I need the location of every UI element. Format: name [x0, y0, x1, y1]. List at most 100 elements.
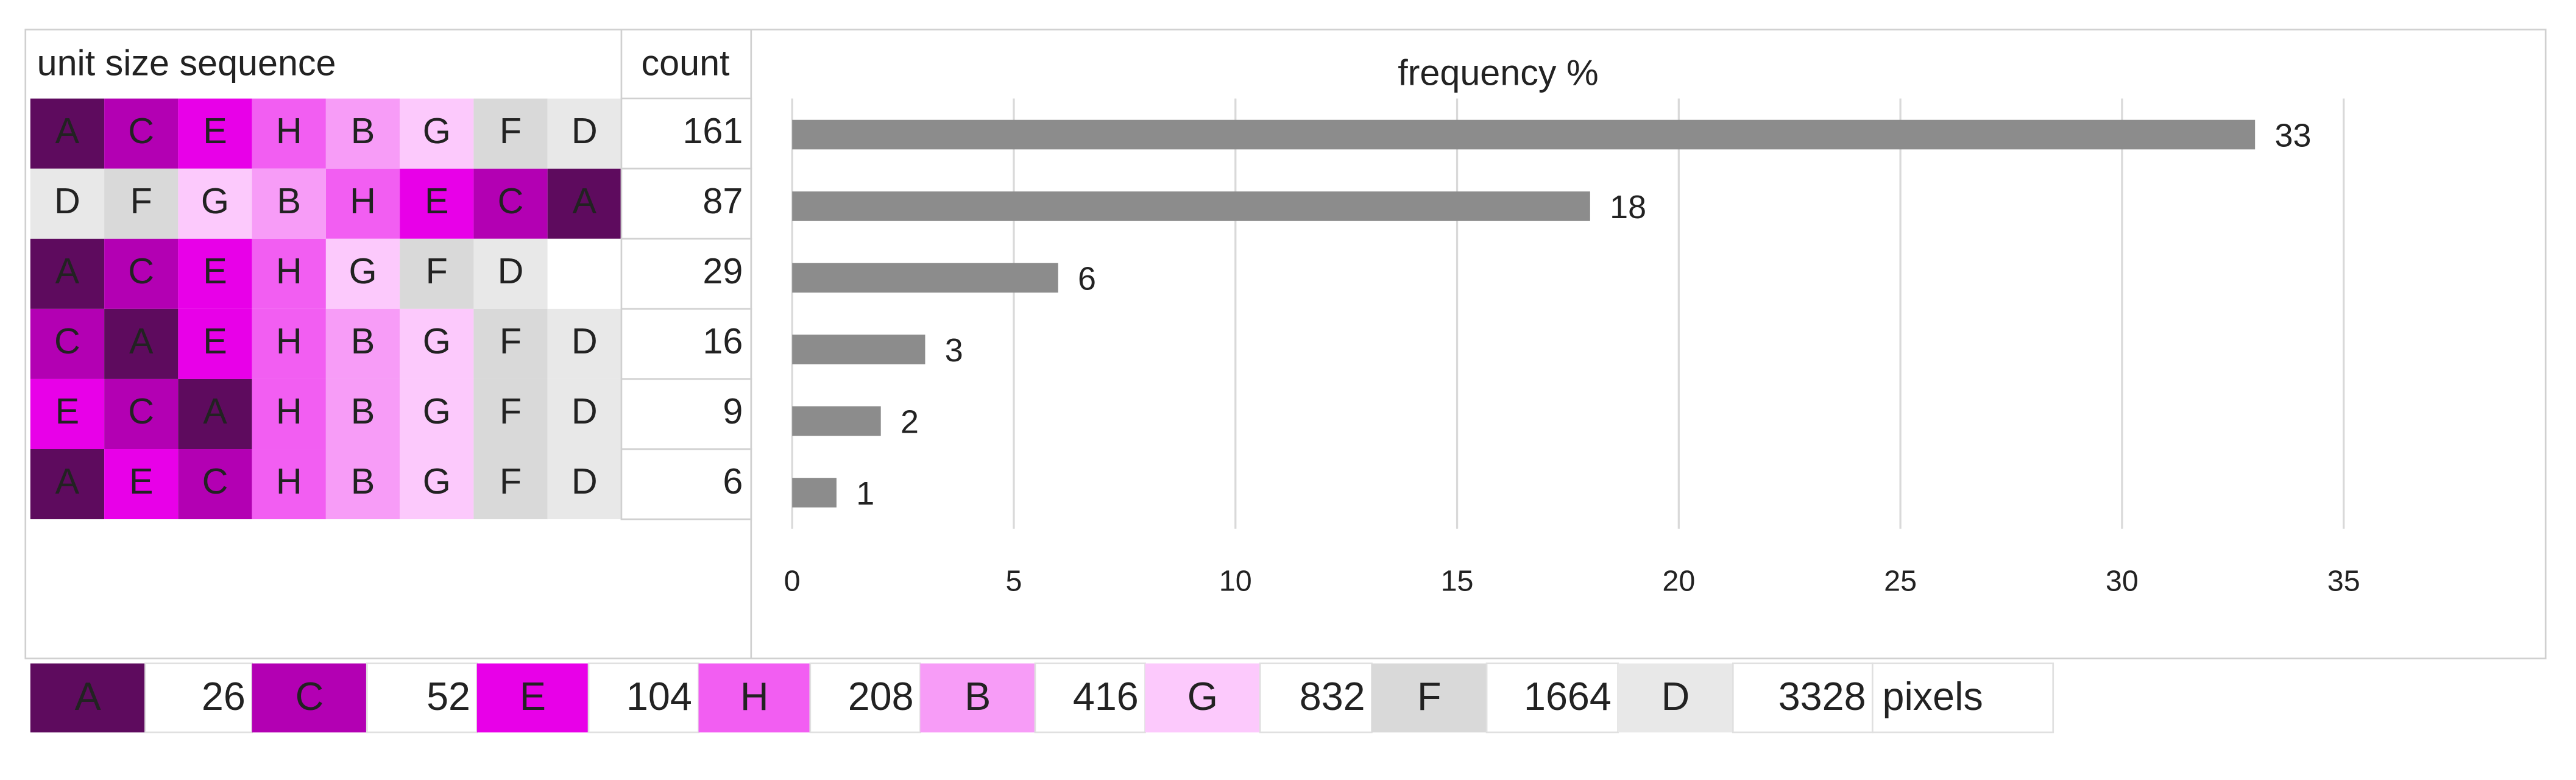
count-cell: [620, 168, 752, 240]
sequence-letter: C: [202, 461, 228, 502]
x-tick-label: 25: [1884, 564, 1917, 597]
sequence-cell: [104, 238, 179, 309]
sequence-letter: H: [350, 180, 376, 221]
legend-size-cell: [1732, 662, 1874, 734]
sequence-cell: [252, 238, 326, 309]
value-label: 33: [2275, 118, 2312, 154]
count: 9: [723, 391, 743, 431]
legend-size-cell: [366, 662, 478, 734]
header-label: unit size sequence: [37, 42, 336, 83]
sequence-letter: F: [426, 250, 448, 291]
sequence-letter: G: [423, 321, 451, 361]
legend-swatch: [252, 663, 367, 732]
sequence-cell: [547, 98, 621, 169]
legend-size: 26: [202, 674, 246, 718]
sequence-letter: E: [55, 391, 80, 431]
legend-size: 416: [1073, 674, 1139, 718]
legend-swatch: [1145, 663, 1261, 732]
value-label: 3: [945, 332, 963, 369]
sequence-letter: A: [55, 110, 80, 151]
count: 161: [682, 110, 743, 151]
sequence-cell: [104, 449, 179, 520]
value-label: 6: [1078, 261, 1096, 297]
sequence-cell: [547, 308, 621, 379]
sequence-letter: C: [128, 391, 154, 431]
count-cell: [620, 238, 752, 310]
sequence-letter: D: [571, 391, 598, 431]
legend-swatch: [1618, 663, 1733, 732]
legend-unit-cell: [1871, 662, 2054, 734]
sequence-letter: A: [55, 250, 80, 291]
sequence-letter: H: [276, 110, 302, 151]
sequence-letter: G: [201, 180, 229, 221]
sequence-cell: [178, 378, 252, 450]
sequence-cell: [473, 378, 548, 450]
sequence-cell: [473, 308, 548, 379]
sequence-letter: B: [351, 391, 375, 431]
legend-unit: D: [1661, 674, 1690, 718]
sequence-cell: [30, 98, 105, 169]
sequence-cell: [252, 98, 326, 169]
sequence-cell: [252, 308, 326, 379]
bar: [792, 119, 2256, 150]
legend-unit: C: [295, 674, 324, 718]
bar: [792, 263, 1058, 293]
sequence-letter: B: [351, 110, 375, 151]
legend-unit: E: [520, 674, 546, 718]
x-tick-label: 20: [1662, 564, 1695, 597]
sequence-letter: G: [349, 250, 377, 291]
legend-unit: H: [740, 674, 769, 718]
sequence-letter: B: [351, 461, 375, 502]
legend-size: 208: [848, 674, 914, 718]
sequence-cell: [400, 238, 474, 309]
x-tick-label: 30: [2106, 564, 2139, 597]
sequence-cell: [178, 98, 252, 169]
sequence-cell: [30, 308, 105, 379]
bar: [792, 478, 837, 508]
legend-pixels: pixels: [1882, 674, 1983, 718]
sequence-cell: [104, 308, 179, 379]
sequence-cell: [547, 238, 621, 309]
legend-size: 1664: [1524, 674, 1612, 718]
frame: [24, 29, 2547, 659]
sequence-cell: [104, 98, 179, 169]
bar: [792, 335, 925, 364]
x-tick-label: 5: [1005, 564, 1022, 597]
sequence-cell: [473, 98, 548, 169]
legend-size: 52: [426, 674, 470, 718]
sequence-cell: [473, 168, 548, 239]
count: 6: [723, 461, 743, 502]
legend-size-cell: [1259, 662, 1373, 734]
legend-size-cell: [144, 662, 253, 734]
sequence-letter: H: [276, 461, 302, 502]
sequence-cell: [252, 378, 326, 450]
sequence-cell: [547, 449, 621, 520]
count: 16: [702, 321, 743, 361]
sequence-cell: [104, 378, 179, 450]
sequence-cell: [252, 168, 326, 239]
count-cell: [620, 308, 752, 380]
x-tick-label: 15: [1441, 564, 1474, 597]
legend-swatch: [920, 663, 1036, 732]
legend-size-cell: [809, 662, 921, 734]
legend-swatch: [30, 663, 146, 732]
sequence-letter: H: [276, 391, 302, 431]
sequence-letter: F: [500, 391, 522, 431]
sequence-letter: E: [203, 110, 227, 151]
x-tick-label: 0: [784, 564, 801, 597]
sequence-letter: D: [498, 250, 524, 291]
sequence-letter: B: [351, 321, 375, 361]
sequence-letter: E: [203, 250, 227, 291]
value-label: 2: [901, 404, 919, 441]
sequence-cell: [400, 168, 474, 239]
sequence-cell: [104, 168, 179, 239]
sequence-cell: [30, 168, 105, 239]
sequence-letter: D: [571, 110, 598, 151]
sequence-cell: [252, 449, 326, 520]
bar: [792, 406, 881, 436]
legend-unit: F: [1417, 674, 1442, 718]
x-tick-label: 35: [2327, 564, 2360, 597]
legend-size-cell: [1485, 662, 1619, 734]
sequence-letter: G: [423, 461, 451, 502]
